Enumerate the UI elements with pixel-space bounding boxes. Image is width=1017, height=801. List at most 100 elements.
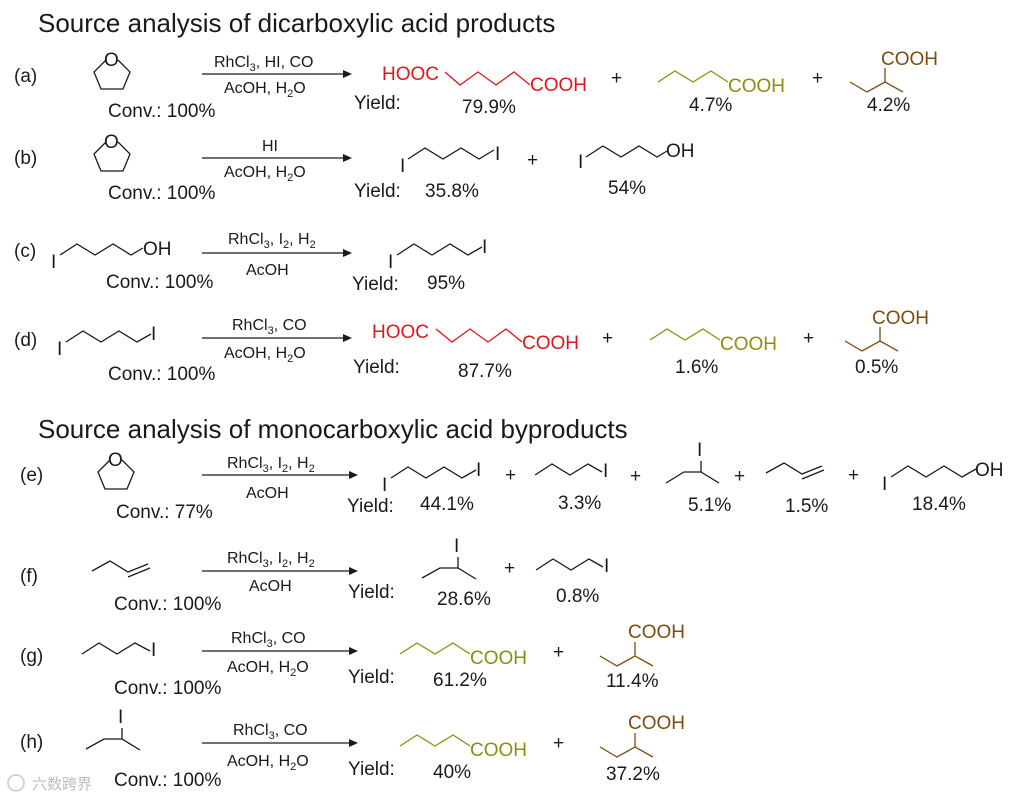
valeric-acid-structure: COOH [399,734,527,761]
reagents-top: RhCl3, CO [233,722,308,742]
hydroxyl-label: OH [143,239,172,260]
plus-sign: + [630,466,641,487]
plus-sign: + [734,466,745,487]
iodine-atom: I [118,707,123,728]
plus-sign: + [812,68,823,89]
iodobutanol-structure: I OH [578,141,695,173]
diiodobutane-structure: I I [57,324,156,360]
iodine-atom: I [603,461,608,482]
valeric-acid-structure: COOH [399,642,527,669]
reagents-top: RhCl3, I2, H2 [228,231,316,251]
butene-structure [91,560,151,578]
conversion: Conv.: 100% [114,678,221,699]
iodine-atom: I [51,252,56,273]
plus-sign: + [848,465,859,486]
iodine-atom: I [882,474,887,495]
hooc-label: HOOC [372,322,429,343]
iodine-atom: I [578,152,583,173]
yield-value: 35.8% [425,181,479,202]
reagents-top: RhCl3, CO [232,317,307,337]
watermark-logo-icon [7,774,25,792]
iodobutane-structure: I [535,556,609,577]
iodine-atom: I [382,475,387,496]
iodine-atom: I [482,237,487,258]
valeric-acid-structure: COOH [649,328,777,355]
iodobutanol-structure: I OH [882,460,1004,495]
reaction-g: (g) I Conv.: 100% RhCl3, CO AcOH, H2O CO… [20,622,685,699]
hydroxyl-label: OH [666,141,695,162]
thf-structure: O [93,132,131,172]
reagents-bottom: AcOH [249,578,292,595]
row-label: (f) [20,566,38,587]
reagents-bottom: AcOH [246,485,289,502]
iodine-atom: I [495,144,500,165]
row-label: (h) [20,732,43,753]
reagents-bottom: AcOH, H2O [224,164,306,184]
diiodobutane-structure: I I [388,237,487,273]
conversion: Conv.: 77% [116,502,213,523]
yield-value: 40% [433,762,471,783]
yield-value: 4.7% [689,95,732,116]
adipic-acid-structure: HOOC COOH [382,64,587,96]
watermark: 六数跨界 [7,774,92,793]
yield-label: Yield: [354,181,401,202]
cooh-label: COOH [470,648,527,669]
yield-label: Yield: [352,274,399,295]
iodine-atom: I [604,556,609,577]
conversion: Conv.: 100% [108,183,215,204]
row-label: (b) [14,148,37,169]
diiodobutane-structure: I I [400,144,500,177]
reaction-c: (c) I OH Conv.: 100% RhCl3, I2, H2 AcOH … [14,231,487,295]
methylbutyric-acid-structure: COOH [599,713,685,758]
secbutyl-iodide-structure: I [85,707,141,751]
reaction-a: (a) O Conv.: 100% RhCl3, HI, CO AcOH, H2… [14,49,938,122]
iodine-atom: I [697,440,702,461]
iodobutane-structure: I [81,640,156,661]
plus-sign: + [602,328,613,349]
plus-sign: + [553,733,564,754]
cooh-label: COOH [530,75,587,96]
yield-label: Yield: [348,759,395,780]
conversion: Conv.: 100% [108,101,215,122]
yield-value: 79.9% [462,97,516,118]
reaction-b: (b) O Conv.: 100% HI AcOH, H2O I I Yield… [14,132,695,204]
conversion: Conv.: 100% [106,272,213,293]
iodine-atom: I [454,536,459,557]
yield-value: 5.1% [688,495,731,516]
yield-value: 3.3% [558,493,601,514]
reagents-bottom: AcOH [246,262,289,279]
reaction-h: (h) I Conv.: 100% RhCl3, CO AcOH, H2O CO… [20,707,685,791]
cooh-label: COOH [728,76,785,97]
yield-label: Yield: [354,93,401,114]
cooh-label: COOH [522,333,579,354]
iodine-atom: I [57,339,62,360]
iodobutane-structure: I [534,461,608,482]
row-label: (e) [20,465,43,486]
yield-value: 0.8% [556,586,599,607]
yield-label: Yield: [348,582,395,603]
reaction-d: (d) I I Conv.: 100% RhCl3, CO AcOH, H2O … [14,308,929,385]
plus-sign: + [803,328,814,349]
yield-value: 28.6% [437,589,491,610]
reagents-bottom: AcOH, H2O [224,80,306,100]
butene-structure [765,462,825,480]
watermark-text: 六数跨界 [32,776,92,793]
iodine-atom: I [476,460,481,481]
valeric-acid-structure: COOH [657,70,785,97]
cooh-label: COOH [881,49,938,70]
row-label: (c) [14,241,36,262]
yield-value: 95% [427,273,465,294]
methylbutyric-acid-structure: COOH [849,49,938,93]
heading-dicarboxylic: Source analysis of dicarboxylic acid pro… [38,8,555,38]
row-label: (g) [20,646,43,667]
reaction-f: (f) Conv.: 100% RhCl3, I2, H2 AcOH I Yie… [20,536,609,615]
reagents-top: RhCl3, HI, CO [214,54,313,74]
oxygen-atom: O [108,450,123,471]
secbutyl-iodide-structure: I [665,440,720,484]
oxygen-atom: O [104,50,119,71]
iodobutanol-structure: I OH [51,239,172,273]
yield-value: 0.5% [855,357,898,378]
iodine-atom: I [151,324,156,345]
reagents-top: RhCl3, I2, H2 [227,455,315,475]
